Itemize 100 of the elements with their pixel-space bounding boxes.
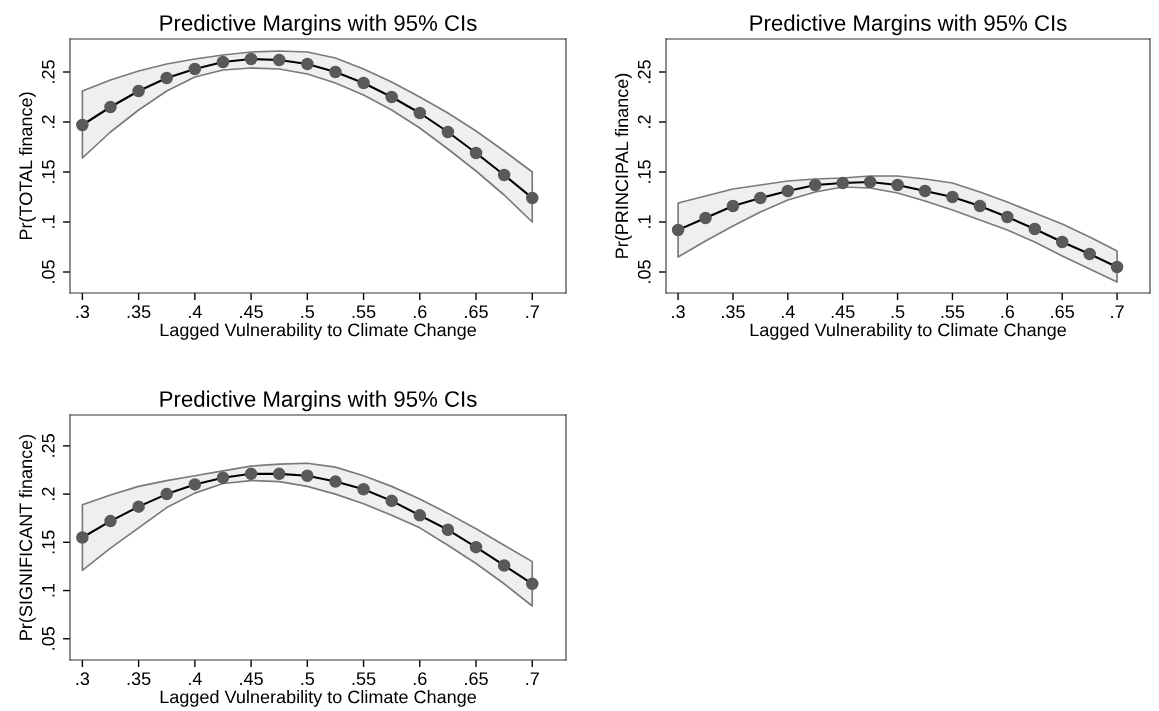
- y-tick-label: .25: [41, 60, 55, 83]
- point: [104, 100, 117, 114]
- y-tick-label: .1: [638, 215, 651, 228]
- x-tick-label: .6: [1001, 305, 1015, 319]
- point: [385, 90, 398, 104]
- y-tick-label: .15: [42, 160, 55, 183]
- x-tick-label: .5: [301, 672, 315, 686]
- point: [301, 57, 314, 71]
- x-axis-title: Lagged Vulnerability to Climate Change: [160, 690, 476, 707]
- point: [497, 168, 511, 182]
- point: [891, 178, 904, 192]
- x-tick-label: .65: [465, 672, 488, 686]
- x-tick-label: .45: [240, 672, 263, 686]
- point: [160, 487, 173, 501]
- point: [1083, 247, 1096, 261]
- x-tick-label: .5: [891, 305, 905, 319]
- point: [699, 211, 712, 225]
- point: [946, 190, 959, 204]
- x-tick-label: .6: [413, 305, 427, 319]
- point: [160, 71, 173, 85]
- point: [863, 175, 877, 189]
- point: [216, 55, 230, 69]
- y-tick-label: .05: [637, 260, 651, 283]
- point: [526, 577, 539, 591]
- chart-title: Predictive Margins with 95% CIs: [750, 14, 1067, 36]
- point: [104, 514, 117, 528]
- point: [1055, 235, 1069, 249]
- x-axis-title: Lagged Vulnerability to Climate Change: [160, 323, 476, 340]
- x-tick-label: .55: [352, 305, 376, 319]
- y-axis-title: Pr(PRINCIPAL finance): [614, 73, 632, 258]
- point: [188, 62, 202, 76]
- x-tick-label: .65: [1051, 305, 1074, 319]
- x-tick-label: .7: [526, 672, 539, 685]
- x-tick-label: .7: [526, 305, 539, 318]
- point: [301, 469, 314, 483]
- point: [754, 191, 767, 205]
- x-tick-label: .3: [76, 305, 90, 319]
- x-tick-label: .55: [941, 305, 965, 319]
- point: [132, 500, 145, 513]
- point: [413, 106, 427, 120]
- x-tick-label: .35: [722, 305, 745, 319]
- point: [272, 53, 286, 67]
- point: [836, 176, 849, 190]
- x-tick-label: .35: [127, 672, 151, 686]
- x-tick-label: .35: [127, 305, 151, 319]
- point: [76, 118, 89, 132]
- point: [726, 199, 740, 213]
- point: [671, 223, 685, 237]
- point: [385, 494, 398, 508]
- y-axis-title: Pr(SIGNIFICANT finance): [18, 434, 36, 640]
- point: [469, 146, 483, 160]
- chart-title: Predictive Margins with 95% CIs: [160, 14, 477, 36]
- x-axis-title: Lagged Vulnerability to Climate Change: [750, 323, 1066, 340]
- point: [497, 559, 511, 572]
- point: [132, 84, 145, 98]
- y-tick-label: .2: [637, 115, 651, 128]
- point: [413, 509, 427, 522]
- y-tick-label: .15: [638, 160, 651, 183]
- point: [1028, 222, 1042, 236]
- y-axis-title: Pr(TOTAL finance): [18, 92, 36, 240]
- x-tick-label: .5: [301, 305, 315, 319]
- x-tick-label: .4: [781, 305, 795, 318]
- y-tick-label: .15: [42, 530, 55, 554]
- x-tick-label: .3: [76, 672, 90, 686]
- y-tick-label: .1: [42, 215, 55, 228]
- point: [272, 467, 286, 481]
- x-tick-label: .45: [240, 305, 263, 319]
- y-tick-label: .25: [637, 60, 651, 83]
- point: [76, 531, 89, 544]
- x-tick-label: .7: [1111, 305, 1124, 318]
- x-tick-label: .55: [352, 672, 376, 686]
- point: [188, 478, 202, 491]
- point: [973, 199, 987, 213]
- point: [216, 471, 230, 484]
- point: [809, 178, 822, 192]
- point: [918, 184, 932, 198]
- y-tick-label: .1: [42, 583, 55, 597]
- point: [329, 475, 342, 488]
- point: [441, 125, 455, 139]
- point: [781, 184, 795, 198]
- y-tick-label: .2: [41, 115, 55, 128]
- y-tick-label: .25: [41, 434, 55, 457]
- point: [244, 52, 258, 66]
- y-tick-label: .05: [41, 626, 55, 650]
- point: [526, 191, 539, 205]
- chart-title: Predictive Margins with 95% CIs: [160, 390, 477, 412]
- y-tick-label: .2: [41, 487, 55, 500]
- point: [357, 76, 370, 90]
- point: [244, 467, 258, 481]
- x-tick-label: .6: [413, 672, 427, 686]
- point: [329, 65, 342, 79]
- x-tick-label: .4: [188, 672, 202, 685]
- x-tick-label: .4: [188, 305, 202, 318]
- point: [469, 540, 483, 554]
- x-tick-label: .45: [831, 305, 855, 319]
- point: [357, 483, 370, 496]
- point: [1110, 260, 1124, 274]
- point: [441, 523, 455, 537]
- point: [1001, 210, 1014, 224]
- x-tick-label: .3: [672, 305, 685, 319]
